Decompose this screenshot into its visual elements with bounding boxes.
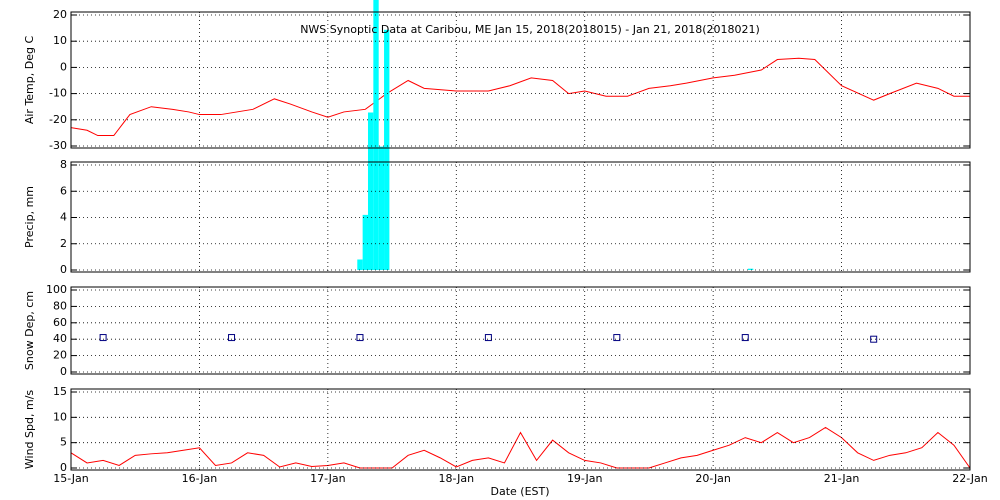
y-tick-label: 2 — [60, 237, 67, 250]
y-tick-label: 8 — [60, 158, 67, 171]
y-axis-label: Air Temp, Deg C — [23, 36, 36, 125]
bar — [357, 259, 363, 270]
y-tick-label: -30 — [49, 139, 67, 152]
point — [228, 334, 236, 342]
bar — [384, 29, 390, 270]
point — [870, 335, 878, 343]
y-tick-label: 10 — [53, 34, 67, 47]
x-tick-label: 15-Jan — [53, 472, 89, 485]
y-tick-label: 6 — [60, 184, 67, 197]
x-tick-label: 22-Jan — [952, 472, 988, 485]
x-axis-label: Date (EST) — [490, 485, 549, 498]
y-tick-label: 20 — [53, 8, 67, 21]
y-tick-label: -20 — [49, 113, 67, 126]
point — [484, 334, 492, 342]
point — [356, 334, 364, 342]
point — [613, 334, 621, 342]
y-tick-label: 0 — [60, 263, 67, 276]
x-tick-label: 21-Jan — [824, 472, 860, 485]
y-axis-label: Wind Spd, m/s — [23, 390, 36, 470]
y-tick-label: 80 — [53, 299, 67, 312]
y-tick-label: 5 — [60, 436, 67, 449]
data-line — [70, 426, 971, 469]
y-tick-label: 20 — [53, 349, 67, 362]
point — [741, 334, 749, 342]
y-tick-label: 40 — [53, 332, 67, 345]
y-tick-label: 0 — [60, 365, 67, 378]
y-tick-label: 60 — [53, 316, 67, 329]
panel-frame — [70, 388, 971, 471]
point — [99, 334, 107, 342]
bar — [367, 112, 374, 270]
x-tick-label: 16-Jan — [182, 472, 218, 485]
bar — [362, 214, 368, 270]
y-tick-label: -10 — [49, 87, 67, 100]
panel-frame — [70, 286, 971, 375]
y-tick-label: 0 — [60, 461, 67, 474]
x-tick-label: 20-Jan — [695, 472, 731, 485]
bar — [373, 0, 379, 270]
y-axis-label: Snow Dep, cm — [23, 291, 36, 370]
y-tick-label: 10 — [53, 410, 67, 423]
y-tick-label: 15 — [53, 385, 67, 398]
x-tick-label: 19-Jan — [567, 472, 603, 485]
x-tick-label: 18-Jan — [439, 472, 475, 485]
y-tick-label: 4 — [60, 211, 67, 224]
chart-title: NWS Synoptic Data at Caribou, ME Jan 15,… — [300, 23, 760, 36]
bar — [747, 268, 754, 270]
panel-frame — [70, 161, 971, 273]
data-line — [70, 57, 970, 137]
y-tick-label: 100 — [46, 283, 67, 296]
y-axis-label: Precip, mm — [23, 186, 36, 248]
x-tick-label: 17-Jan — [310, 472, 346, 485]
bar — [378, 146, 385, 270]
data-layer — [70, 0, 971, 469]
y-tick-label: 0 — [60, 60, 67, 73]
